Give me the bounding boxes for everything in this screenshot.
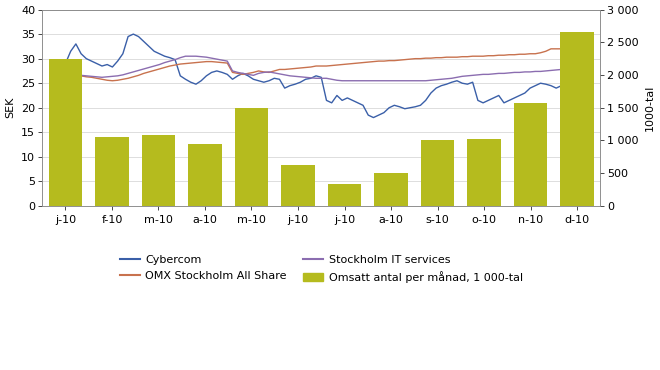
Bar [235, 108, 268, 206]
Bar [328, 184, 361, 206]
Bar [467, 138, 501, 206]
Legend: Cybercom, OMX Stockholm All Share, Stockholm IT services, Omsatt antal per månad: Cybercom, OMX Stockholm All Share, Stock… [119, 255, 523, 283]
Bar [374, 172, 408, 206]
Bar [142, 135, 175, 206]
Bar [188, 144, 222, 206]
Y-axis label: 1000-tal: 1000-tal [644, 85, 655, 131]
Bar [49, 59, 82, 206]
Bar [421, 141, 454, 206]
Bar [513, 104, 547, 206]
Y-axis label: SEK: SEK [5, 97, 16, 118]
Bar [95, 137, 129, 206]
Bar [281, 165, 315, 206]
Bar [560, 32, 594, 206]
